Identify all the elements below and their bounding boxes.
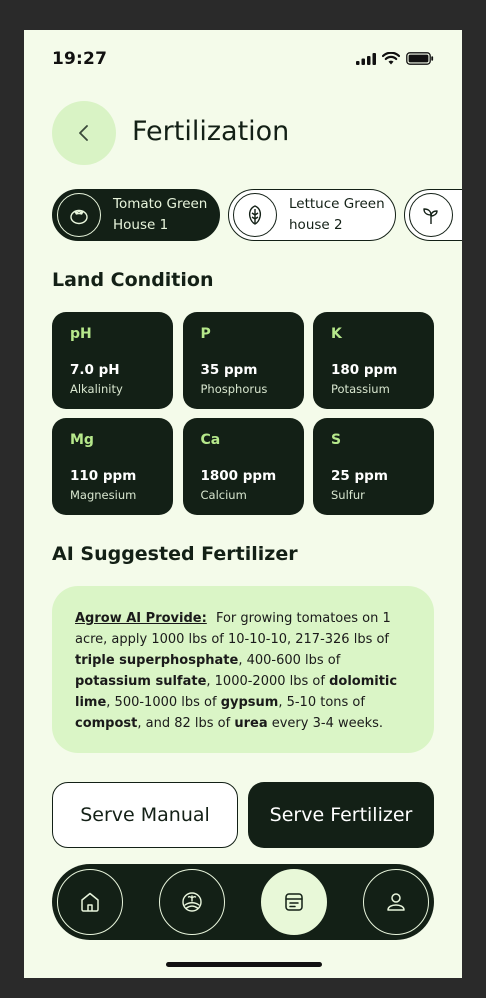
ai-text-segment: For growing tomatoes on 1 acre, apply 10… bbox=[75, 611, 391, 647]
condition-card-potassium[interactable]: K 180 ppm Potassium bbox=[313, 312, 434, 409]
land-condition-title: Land Condition bbox=[52, 269, 214, 291]
phone-screen: 19:27 Fertilization bbox=[24, 30, 462, 978]
nav-profile[interactable] bbox=[363, 869, 429, 935]
ai-text-segment: , 1000-2000 lbs of bbox=[206, 674, 330, 689]
ai-text-segment: , 500-1000 lbs of bbox=[106, 695, 221, 710]
field-icon bbox=[182, 892, 202, 912]
profile-icon bbox=[387, 893, 405, 911]
condition-card-calcium[interactable]: Ca 1800 ppm Calcium bbox=[182, 418, 304, 515]
ai-text-highlight: triple superphosphate bbox=[75, 653, 239, 668]
card-name: Calcium bbox=[200, 488, 247, 502]
tomato-icon bbox=[57, 193, 101, 237]
clipboard-icon bbox=[285, 893, 303, 911]
page-title: Fertilization bbox=[132, 116, 290, 147]
ai-suggestion-text: For growing tomatoes on 1 acre, apply 10… bbox=[75, 611, 397, 731]
bottom-nav bbox=[52, 864, 434, 940]
card-value: 180 ppm bbox=[331, 362, 398, 378]
ai-text-highlight: gypsum bbox=[220, 695, 279, 710]
nav-home[interactable] bbox=[57, 869, 123, 935]
condition-card-magnesium[interactable]: Mg 110 ppm Magnesium bbox=[52, 418, 173, 515]
ai-provider-label: Agrow AI Provide: bbox=[75, 611, 207, 626]
card-name: Magnesium bbox=[70, 488, 137, 502]
home-icon bbox=[81, 892, 99, 912]
card-symbol: P bbox=[200, 326, 211, 342]
serve-manual-button[interactable]: Serve Manual bbox=[52, 782, 238, 848]
greenhouse-chip-tomato[interactable]: Tomato Green House 1 bbox=[52, 189, 220, 241]
card-value: 35 ppm bbox=[200, 362, 258, 378]
ai-text-segment: , 400-600 lbs of bbox=[238, 653, 341, 668]
ai-suggestion-box: Agrow AI Provide: For growing tomatoes o… bbox=[52, 586, 434, 753]
card-symbol: S bbox=[331, 432, 342, 448]
card-symbol: Mg bbox=[70, 432, 94, 448]
ai-text-highlight: compost bbox=[75, 716, 138, 731]
condition-card-sulfur[interactable]: S 25 ppm Sulfur bbox=[313, 418, 434, 515]
card-value: 110 ppm bbox=[70, 468, 137, 484]
land-condition-grid: pH 7.0 pH Alkalinity P 35 ppm Phosphorus… bbox=[52, 312, 434, 515]
lettuce-icon bbox=[233, 193, 277, 237]
condition-card-phosphorus[interactable]: P 35 ppm Phosphorus bbox=[182, 312, 304, 409]
card-value: 7.0 pH bbox=[70, 362, 120, 378]
battery-icon bbox=[406, 52, 434, 65]
ai-text-highlight: potassium sulfate bbox=[75, 674, 207, 689]
status-time: 19:27 bbox=[52, 49, 108, 69]
condition-card-ph[interactable]: pH 7.0 pH Alkalinity bbox=[52, 312, 173, 409]
ai-text-highlight: urea bbox=[234, 716, 268, 731]
nav-field[interactable] bbox=[159, 869, 225, 935]
ai-text-segment: every 3-4 weeks. bbox=[267, 716, 384, 731]
card-value: 25 ppm bbox=[331, 468, 388, 484]
back-button[interactable] bbox=[52, 101, 116, 165]
card-symbol: K bbox=[331, 326, 342, 342]
greenhouse-chip-third[interactable]: L h bbox=[404, 189, 462, 241]
card-symbol: pH bbox=[70, 326, 92, 342]
nav-fertilization[interactable] bbox=[261, 869, 327, 935]
greenhouse-chip-line1: Lettuce Green bbox=[289, 196, 385, 212]
signal-icon bbox=[356, 52, 376, 65]
card-name: Phosphorus bbox=[200, 382, 268, 396]
card-symbol: Ca bbox=[200, 432, 221, 448]
wifi-icon bbox=[382, 52, 400, 65]
card-name: Sulfur bbox=[331, 488, 365, 502]
card-name: Potassium bbox=[331, 382, 390, 396]
serve-fertilizer-button[interactable]: Serve Fertilizer bbox=[248, 782, 434, 848]
card-value: 1800 ppm bbox=[200, 468, 277, 484]
ai-suggestion-title: AI Suggested Fertilizer bbox=[52, 543, 298, 565]
ai-text-segment: , 5-10 tons of bbox=[278, 695, 365, 710]
ai-text-segment: , and 82 lbs of bbox=[137, 716, 235, 731]
greenhouse-chip-line2: House 1 bbox=[113, 217, 169, 233]
sprout-icon bbox=[409, 193, 453, 237]
ai-text-highlight: dolomitic lime bbox=[75, 674, 398, 710]
home-indicator bbox=[166, 962, 322, 967]
greenhouse-chip-lettuce[interactable]: Lettuce Green house 2 bbox=[228, 189, 396, 241]
greenhouse-chip-line1: Tomato Green bbox=[113, 196, 208, 212]
greenhouse-chip-line2: house 2 bbox=[289, 217, 343, 233]
greenhouse-selector: Tomato Green House 1 Lettuce Green house… bbox=[52, 189, 462, 241]
card-name: Alkalinity bbox=[70, 382, 123, 396]
chevron-left-icon bbox=[79, 125, 88, 141]
status-icons bbox=[356, 52, 434, 65]
